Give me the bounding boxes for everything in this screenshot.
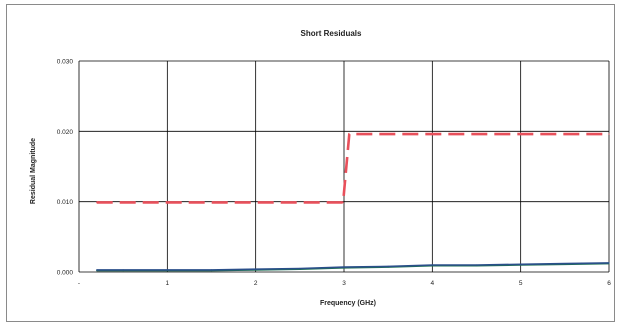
series-2-point (166, 269, 168, 271)
series-2-point (431, 264, 433, 266)
y-tick-label: 0.030 (57, 59, 74, 66)
series-2-point (475, 264, 478, 266)
x-tick-label: 6 (607, 280, 611, 287)
series-2-point (564, 262, 566, 265)
series-0-point (348, 133, 350, 135)
series-2-point (520, 263, 522, 265)
series-0-point (96, 201, 98, 203)
series-2-point (343, 266, 345, 268)
series-0-point (608, 133, 610, 135)
series-2-point (122, 269, 124, 271)
series-2-point (608, 262, 610, 264)
y-axis-label: Residual Magnitude (30, 138, 37, 204)
x-tick-label: - (78, 280, 80, 287)
y-tick-label: 0.010 (57, 199, 74, 206)
x-tick-label: 4 (431, 280, 435, 287)
series-group (96, 132, 610, 272)
x-axis-label: Frequency (GHz) (320, 300, 376, 307)
series-2-point (299, 267, 301, 270)
x-tick-label: 3 (342, 280, 346, 287)
x-tick-label: 2 (254, 280, 258, 287)
residual-line-2 (96, 262, 610, 271)
series-2-point (387, 265, 389, 267)
series-2-point (255, 268, 257, 270)
y-tick-label: 0.020 (57, 129, 74, 136)
x-tick-label: 5 (519, 280, 523, 287)
series-2-point (210, 269, 213, 271)
grid (78, 60, 610, 273)
series-0-point (342, 201, 344, 203)
limit-line-0 (96, 132, 609, 204)
x-tick-labels: - 1 2 3 4 5 6 (78, 280, 611, 287)
chart-title: Short Residuals (301, 29, 362, 38)
series-2-point (96, 269, 98, 271)
x-tick-label: 1 (166, 280, 170, 287)
y-tick-labels: 0.000 0.010 0.020 0.030 (57, 59, 74, 277)
y-tick-label: 0.000 (57, 270, 74, 277)
